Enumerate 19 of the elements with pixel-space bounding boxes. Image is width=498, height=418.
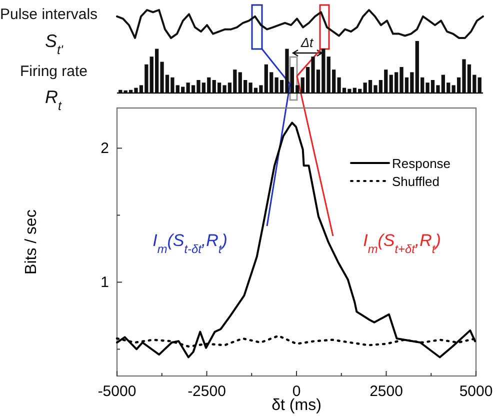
legend-label: Response xyxy=(392,156,451,171)
x-tick-label: 5000 xyxy=(459,383,493,400)
line-series xyxy=(116,122,476,358)
legend-label: Shuffled xyxy=(392,174,440,189)
text: Firing rate xyxy=(20,63,88,80)
text: R$_{t}$ xyxy=(45,87,62,113)
annotation: I$_{m}$(S$_{t-δt}$,R$_{t}$) xyxy=(152,231,228,256)
annotation: Δt xyxy=(300,35,315,50)
x-tick-label: 2500 xyxy=(370,383,403,400)
x-tick-label: -5000 xyxy=(98,383,136,400)
annotation: I$_{m}$(S$_{t+δt}$,R$_{t}$) xyxy=(363,231,441,256)
x-axis-title: δt (ms) xyxy=(272,397,322,414)
text: Pulse intervals xyxy=(0,6,98,23)
y-axis-title: Bits / sec xyxy=(23,210,40,274)
x-tick-label: 0 xyxy=(292,383,301,400)
x-tick-label: -2500 xyxy=(188,383,226,400)
y-tick-label: 1 xyxy=(100,274,109,292)
y-tick-label: 2 xyxy=(100,140,109,158)
text: S$_{t'}$ xyxy=(45,31,64,57)
